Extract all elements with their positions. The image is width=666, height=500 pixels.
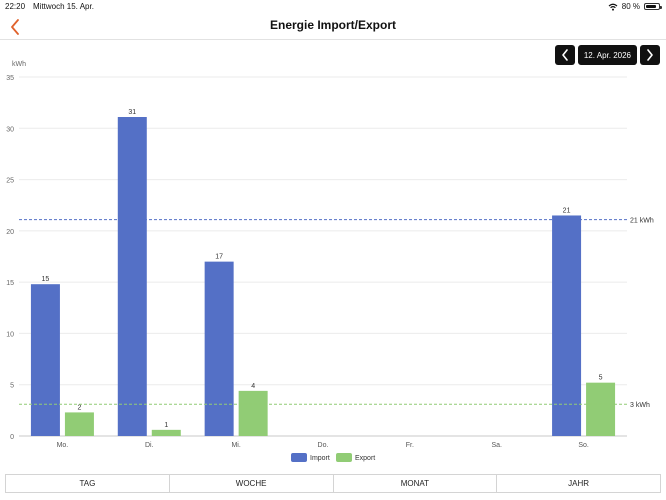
reference-line-label: 21 kWh (630, 218, 654, 225)
battery-icon (644, 3, 662, 10)
data-label: 5 (599, 375, 603, 382)
legend-label: Import (310, 455, 330, 462)
chevron-right-icon (647, 49, 653, 61)
next-date-button[interactable] (640, 45, 660, 65)
date-picker[interactable]: 12. Apr. 2026 (577, 45, 637, 65)
x-tick-label: Do. (318, 442, 329, 449)
y-tick-label: 30 (6, 126, 14, 133)
bar-import (30, 284, 60, 436)
data-label: 17 (215, 254, 223, 261)
data-label: 4 (251, 383, 255, 390)
bar-export (586, 382, 616, 436)
tab-monat[interactable]: MONAT (334, 475, 498, 492)
bar-export (151, 429, 181, 436)
x-tick-label: Fr. (406, 442, 414, 449)
legend-swatch (336, 453, 352, 462)
legend-label: Export (355, 455, 375, 462)
bar-export (238, 390, 268, 436)
status-right: 80 % (608, 2, 662, 11)
x-tick-label: Mi. (231, 442, 240, 449)
x-tick-label: Di. (145, 442, 154, 449)
selected-date: 12. Apr. 2026 (583, 50, 631, 60)
chevron-left-icon (11, 19, 19, 35)
data-label: 1 (164, 422, 168, 429)
bar-import (117, 117, 147, 436)
date-navigation: 12. Apr. 2026 (554, 45, 660, 65)
bar-export (64, 412, 94, 436)
y-tick-label: 10 (6, 331, 14, 338)
battery-percent: 80 % (621, 2, 640, 11)
status-date: Mittwoch 15. Apr. (33, 2, 94, 11)
bar-import (204, 261, 234, 436)
y-tick-label: 35 (6, 75, 14, 82)
chevron-left-icon (562, 49, 568, 61)
previous-date-button[interactable] (554, 45, 575, 65)
status-bar: 22:20 Mittwoch 15. Apr. 80 % (0, 0, 666, 14)
y-tick-label: 0 (10, 434, 14, 441)
energy-bar-chart: kWh 0 5 10 15 20 25 30 35 Mo. 15 2 Di. 31 1 Mi. 17 4 Do. Fr… (6, 61, 654, 462)
data-label: 15 (42, 276, 50, 283)
nav-bar: Energie Import/Export (0, 14, 666, 40)
data-label: 2 (77, 404, 81, 411)
y-tick-label: 15 (6, 280, 14, 287)
x-tick-label: So. (578, 442, 589, 449)
bar-import (552, 215, 582, 436)
y-axis-unit-label: kWh (12, 61, 26, 68)
back-button[interactable] (6, 16, 24, 38)
data-label: 31 (128, 109, 136, 116)
reference-line-label: 3 kWh (630, 402, 650, 409)
x-tick-label: Sa. (491, 442, 502, 449)
tab-jahr[interactable]: JAHR (568, 479, 590, 488)
status-time: 22:20 (5, 2, 26, 11)
x-tick-label: Mo. (57, 442, 69, 449)
page-title: Energie Import/Export (269, 18, 397, 32)
wifi-icon (608, 3, 618, 11)
tab-woche[interactable]: WOCHE (170, 475, 334, 492)
period-tab-bar: TAG WOCHE MONAT JAHR (5, 474, 661, 493)
y-tick-label: 20 (6, 229, 14, 236)
legend-swatch (291, 453, 307, 462)
y-tick-label: 25 (6, 178, 14, 185)
data-label: 21 (563, 207, 571, 214)
tab-tag[interactable]: TAG (6, 475, 170, 492)
y-tick-label: 5 (10, 383, 14, 390)
